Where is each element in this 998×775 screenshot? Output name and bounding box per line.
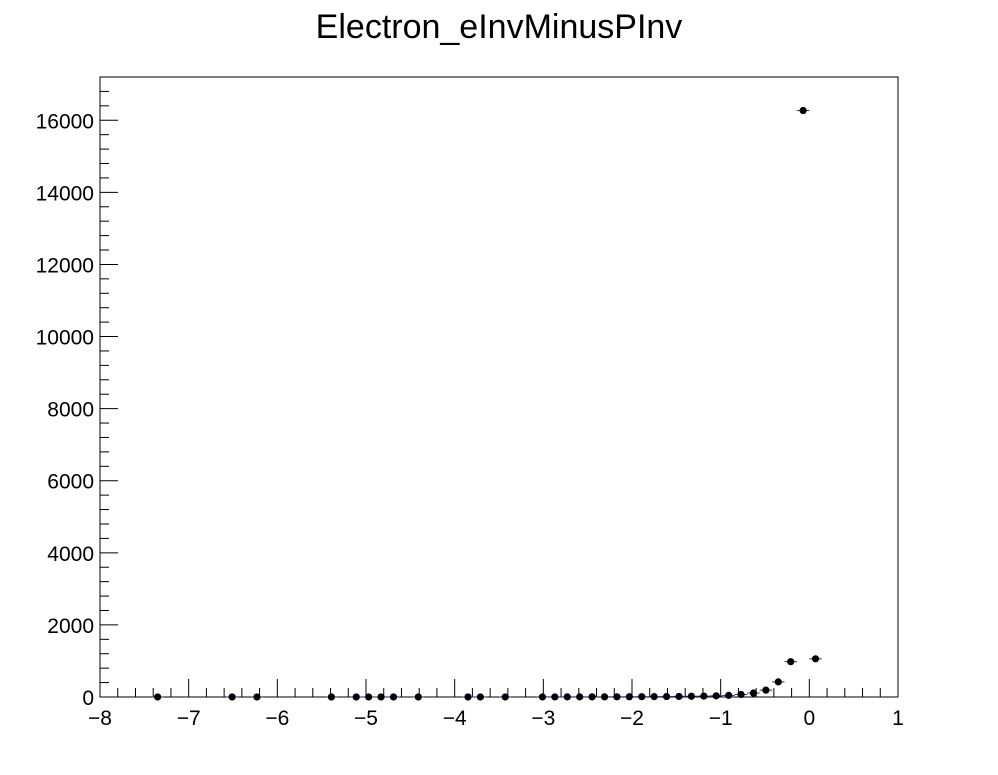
y-tick-label: 6000	[47, 471, 94, 494]
data-point	[548, 693, 562, 701]
x-tick-label: −2	[620, 707, 644, 730]
axis-tick-labels: −8 −7 −6 −5 −4 −3 −2 −1 0 1 0 2000 4000 6000 8000 10000…	[36, 110, 904, 730]
y-tick-label: 16000	[36, 110, 94, 133]
marker	[687, 692, 696, 700]
y-tick-label: 14000	[36, 182, 94, 205]
data-point	[660, 692, 673, 701]
data-point	[474, 693, 487, 701]
data-point	[225, 693, 239, 701]
marker	[365, 693, 373, 701]
x-tick-label: −1	[709, 707, 733, 730]
marker	[551, 693, 559, 701]
marker	[253, 693, 261, 701]
data-point	[573, 693, 586, 701]
marker	[799, 106, 807, 115]
x-tick-label: −3	[531, 707, 555, 730]
data-point	[387, 693, 400, 701]
data-point	[623, 693, 636, 701]
marker	[700, 692, 708, 700]
data-point	[784, 658, 797, 666]
data-point	[350, 693, 363, 701]
data-point	[796, 106, 810, 115]
marker	[538, 693, 547, 701]
x-tick-label: −5	[354, 707, 378, 730]
y-tick-label: 8000	[47, 399, 94, 422]
marker	[501, 693, 509, 701]
marker	[638, 693, 646, 701]
marker	[749, 689, 758, 697]
marker	[712, 692, 720, 700]
marker	[389, 693, 398, 701]
data-point	[325, 693, 338, 701]
marker	[576, 693, 584, 701]
data-point	[747, 689, 760, 697]
data-point	[710, 692, 723, 700]
marker	[787, 658, 795, 666]
marker	[563, 693, 571, 701]
data-point	[250, 693, 264, 701]
chart-title: Electron_eInvMinusPInv	[315, 8, 683, 46]
data-points	[151, 106, 822, 701]
marker	[464, 693, 472, 701]
marker	[228, 693, 236, 701]
data-point	[374, 693, 388, 701]
data-point	[362, 693, 375, 701]
marker	[737, 690, 745, 699]
data-point	[809, 655, 822, 663]
marker	[600, 693, 609, 701]
y-tick-label: 4000	[47, 543, 94, 566]
data-point	[610, 693, 624, 701]
axis-ticks	[99, 76, 899, 698]
data-point	[734, 690, 748, 699]
data-point	[461, 693, 475, 701]
marker	[613, 693, 621, 701]
plot-frame	[99, 76, 899, 698]
marker	[811, 655, 820, 663]
data-point	[647, 693, 661, 701]
marker	[327, 693, 336, 701]
data-point	[722, 691, 735, 699]
marker	[352, 693, 360, 701]
data-point	[685, 692, 698, 700]
y-tick-label: 12000	[36, 254, 94, 277]
x-tick-label: 1	[892, 707, 904, 730]
marker	[476, 693, 484, 701]
marker	[625, 693, 633, 701]
marker	[588, 693, 596, 701]
data-point	[697, 692, 711, 700]
data-point	[499, 693, 512, 701]
data-point	[585, 693, 599, 701]
data-point	[635, 693, 648, 701]
marker	[414, 693, 422, 701]
x-tick-label: −8	[88, 707, 112, 730]
data-point	[412, 693, 425, 701]
data-point	[598, 693, 611, 701]
x-tick-label: −7	[177, 707, 201, 730]
marker	[774, 678, 782, 686]
marker	[650, 693, 658, 701]
data-point	[672, 692, 686, 701]
marker	[725, 691, 733, 699]
x-tick-label: −4	[443, 707, 467, 730]
marker	[662, 692, 671, 701]
y-tick-label: 2000	[47, 615, 94, 638]
data-point	[759, 686, 773, 694]
x-tick-label: 0	[803, 707, 815, 730]
data-point	[561, 693, 574, 701]
data-point	[772, 678, 785, 686]
data-point	[151, 693, 164, 701]
data-point	[536, 693, 549, 701]
marker	[377, 693, 385, 701]
marker	[675, 692, 683, 701]
marker	[762, 686, 770, 694]
y-tick-label: 0	[82, 687, 94, 710]
marker	[154, 693, 162, 701]
y-tick-label: 10000	[36, 327, 94, 350]
x-tick-label: −6	[265, 707, 289, 730]
